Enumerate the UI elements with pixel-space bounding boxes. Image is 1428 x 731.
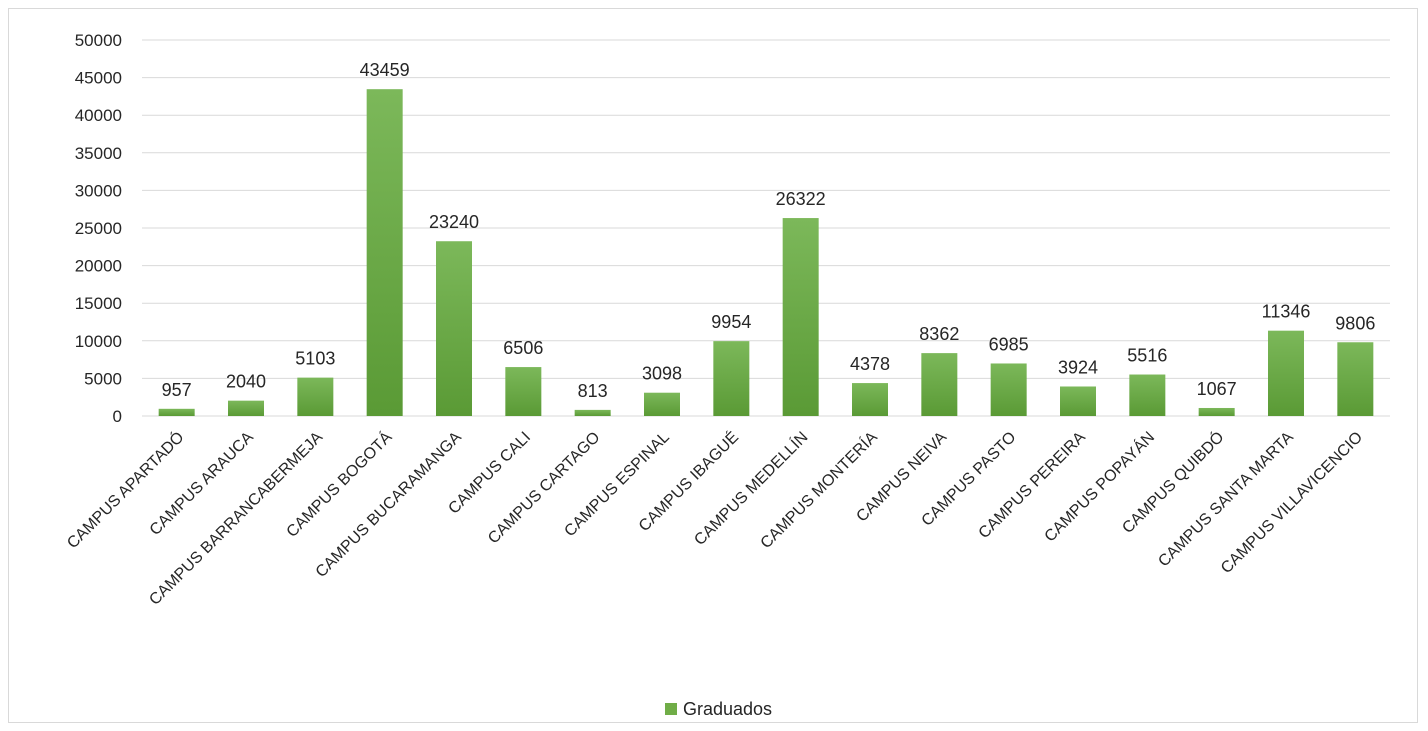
data-label: 813 (578, 381, 608, 401)
bar (1060, 386, 1096, 416)
x-category-label: CAMPUS MEDELLÍN (690, 427, 812, 549)
data-label: 26322 (776, 189, 826, 209)
bar (228, 400, 264, 416)
x-category-label: CAMPUS MONTERÍA (756, 427, 881, 552)
y-tick-label: 25000 (75, 219, 122, 238)
x-category-label: CAMPUS APARTADÓ (63, 427, 188, 552)
y-tick-label: 45000 (75, 69, 122, 88)
bar (574, 409, 611, 416)
data-label: 6985 (989, 334, 1029, 354)
data-label: 9806 (1335, 313, 1375, 333)
data-label: 2040 (226, 372, 266, 392)
data-label: 6506 (503, 338, 543, 358)
data-label: 4378 (850, 354, 890, 374)
y-axis-tick-labels: 0 5000 10000 15000 20000 25000 30000 35000 40000… (75, 31, 122, 426)
data-labels: 957 2040 5103 43459 23240 6506 813 3098 9954 2632… (162, 60, 1376, 401)
data-label: 1067 (1197, 379, 1237, 399)
bar (921, 353, 958, 416)
data-label: 43459 (360, 60, 410, 80)
y-tick-label: 35000 (75, 144, 122, 163)
y-tick-label: 0 (113, 407, 122, 426)
data-label: 5516 (1127, 346, 1167, 366)
x-category-label: CAMPUS SANTA MARTA (1155, 429, 1297, 571)
bar-chart: 0 5000 10000 15000 20000 25000 30000 35000 40000… (63, 31, 1390, 609)
bar (644, 392, 680, 416)
bar (366, 89, 403, 416)
bar (1129, 374, 1166, 416)
y-tick-label: 10000 (75, 332, 122, 351)
data-label: 8362 (919, 324, 959, 344)
x-category-label: CAMPUS CARTAGO (485, 429, 603, 547)
y-tick-label: 5000 (84, 369, 122, 388)
bar (1268, 330, 1304, 416)
bar (436, 241, 472, 416)
data-label: 11346 (1262, 302, 1311, 322)
x-category-label: CAMPUS VILLAVICENCIO (1218, 429, 1366, 577)
bar (1198, 407, 1235, 416)
y-tick-label: 20000 (75, 257, 122, 276)
y-tick-label: 30000 (75, 181, 122, 200)
data-label: 3924 (1058, 357, 1098, 377)
legend-swatch (665, 703, 677, 715)
bar (990, 363, 1027, 416)
data-label: 23240 (429, 212, 479, 232)
data-label: 957 (162, 380, 192, 400)
bar (158, 408, 195, 416)
bar (782, 218, 819, 416)
y-tick-label: 40000 (75, 106, 122, 125)
legend: Graduados (665, 698, 772, 720)
chart-frame: 0 5000 10000 15000 20000 25000 30000 35000 40000… (8, 8, 1418, 723)
grid-lines (142, 39, 1390, 417)
bar (297, 377, 334, 416)
y-tick-label: 50000 (75, 31, 122, 50)
data-label: 9954 (711, 312, 751, 332)
y-tick-label: 15000 (75, 294, 122, 313)
legend-label: Graduados (683, 698, 773, 719)
x-category-label: CAMPUS BUCARAMANGA (313, 429, 465, 581)
bar (852, 383, 888, 416)
bars (158, 89, 1374, 416)
bar (1337, 342, 1374, 416)
data-label: 3098 (642, 364, 682, 384)
bar (505, 367, 542, 416)
data-label: 5103 (295, 349, 335, 369)
bar (713, 341, 750, 416)
